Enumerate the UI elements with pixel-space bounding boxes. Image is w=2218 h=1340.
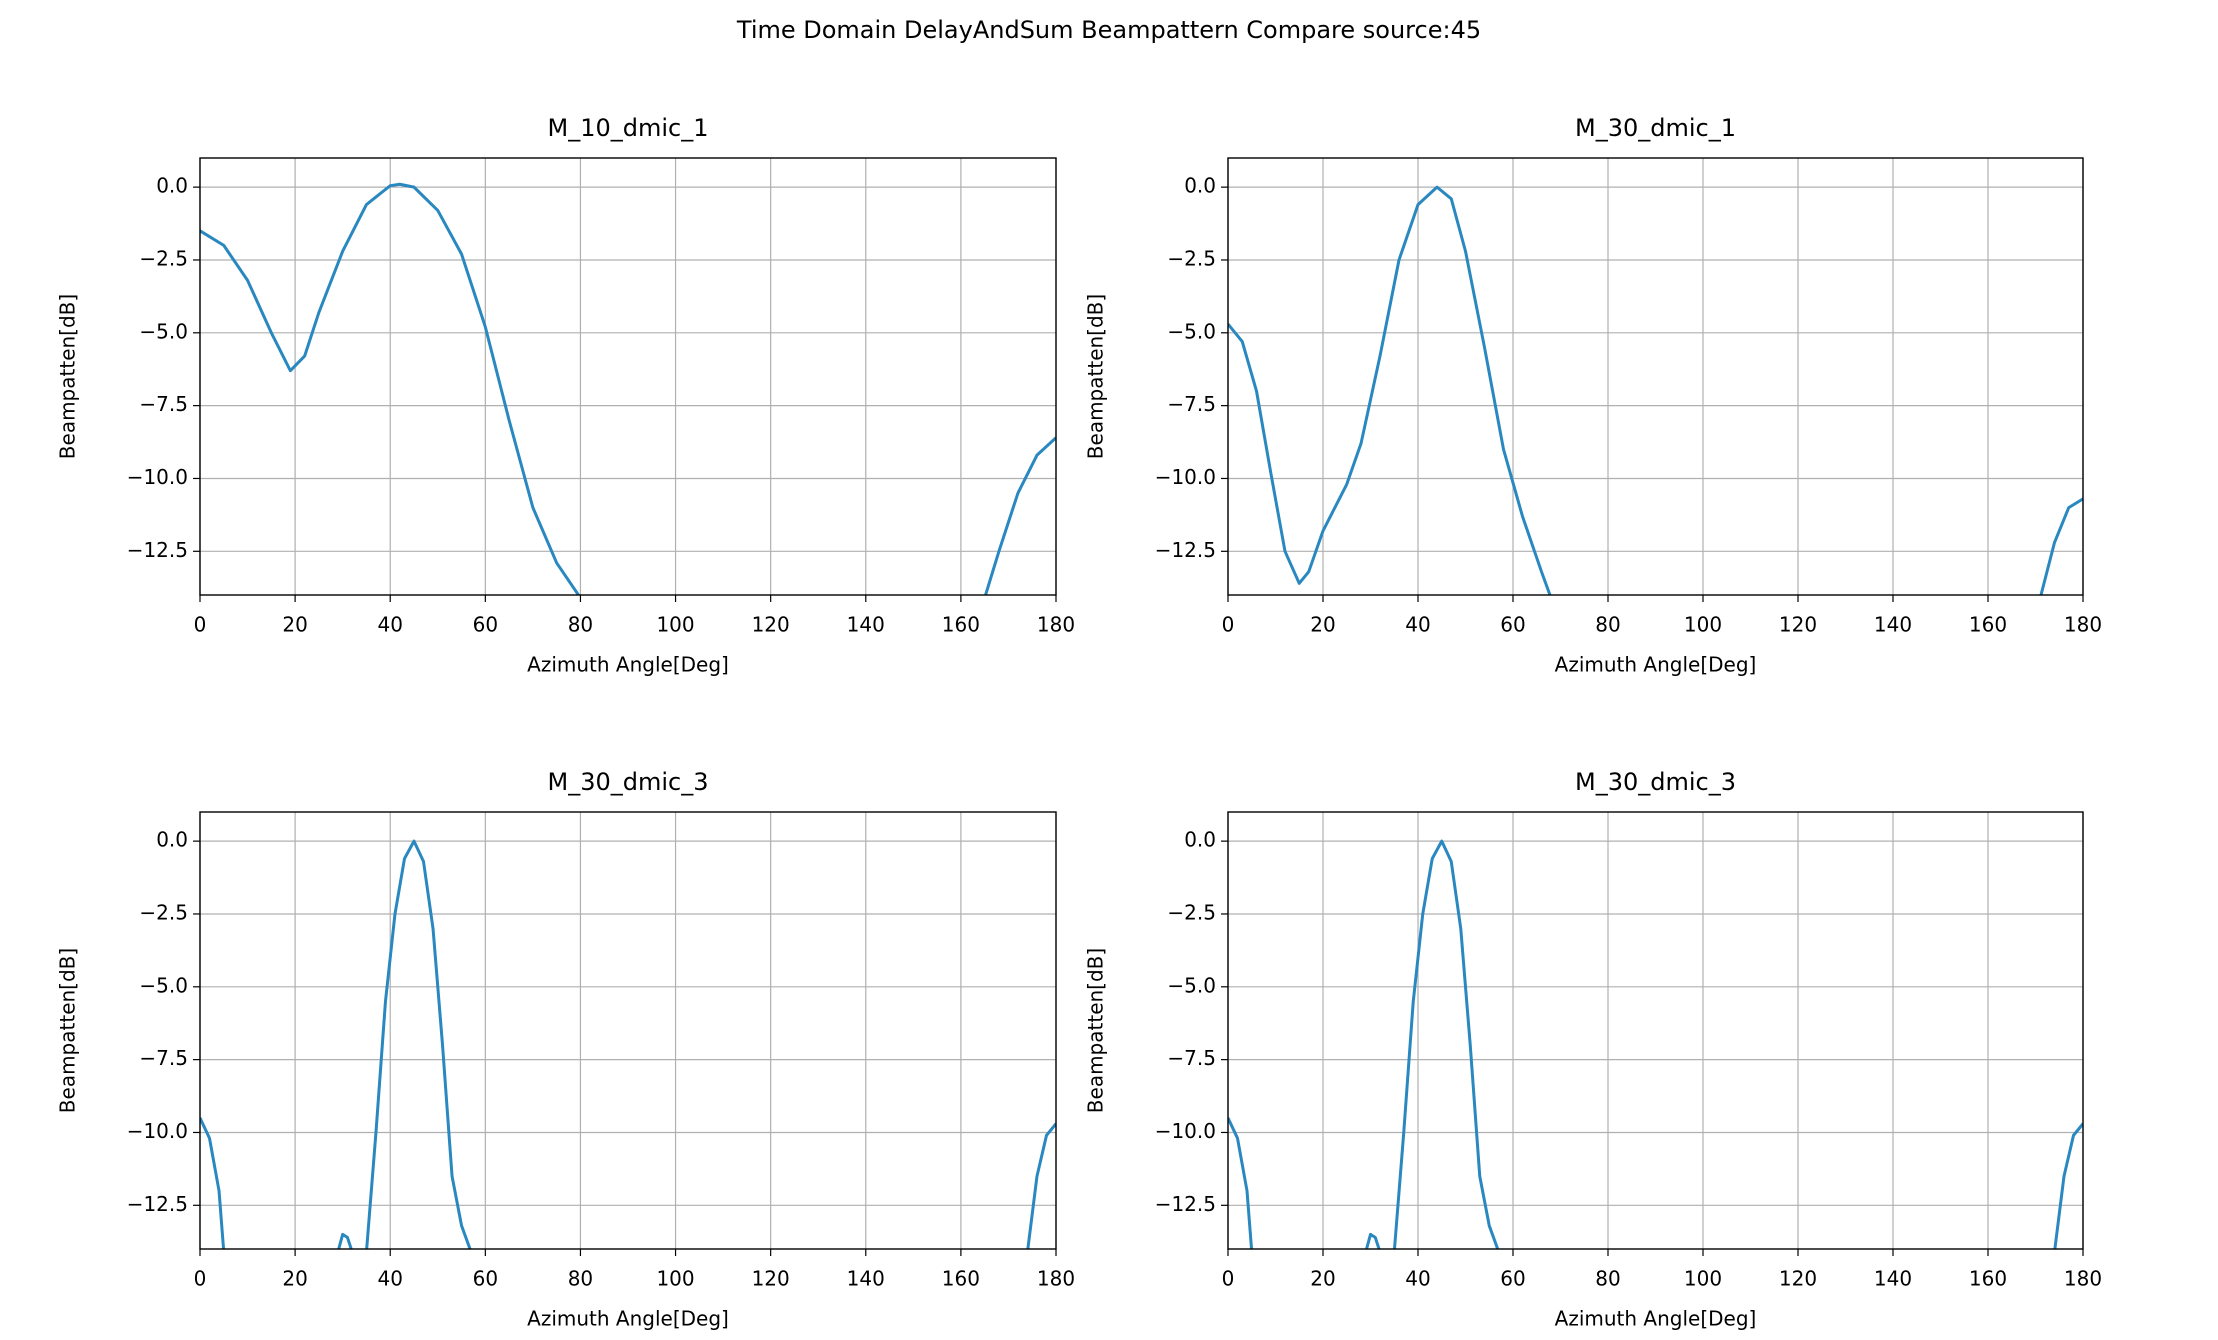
x-tick-label: 80 <box>568 1267 593 1291</box>
y-tick-label: −10.0 <box>127 1119 188 1143</box>
data-line <box>200 182 1056 595</box>
x-tick-label: 0 <box>1222 1267 1235 1291</box>
y-tick-label: −5.0 <box>139 973 188 997</box>
x-tick-label: 180 <box>1037 613 1075 637</box>
y-tick-label: −7.5 <box>1167 392 1216 416</box>
y-tick-label: −2.5 <box>1167 900 1216 924</box>
y-tick-label: −12.5 <box>127 538 188 562</box>
x-tick-label: 100 <box>656 613 694 637</box>
y-tick-label: −5.0 <box>1167 319 1216 343</box>
y-tick-label: −5.0 <box>1167 973 1216 997</box>
x-tick-label: 140 <box>847 613 885 637</box>
x-axis-label: Azimuth Angle[Deg] <box>527 653 729 677</box>
x-tick-label: 180 <box>2064 1267 2102 1291</box>
x-tick-label: 100 <box>656 1267 694 1291</box>
x-axis-label: Azimuth Angle[Deg] <box>527 1307 729 1331</box>
x-tick-label: 40 <box>1405 613 1430 637</box>
data-line <box>1228 839 2083 1249</box>
x-tick-label: 20 <box>282 1267 307 1291</box>
axes-frame <box>1227 157 2084 596</box>
x-tick-label: 40 <box>377 1267 402 1291</box>
y-tick-label: −5.0 <box>139 319 188 343</box>
x-tick-label: 20 <box>1310 1267 1335 1291</box>
chart-title: M_30_dmic_1 <box>1575 114 1736 142</box>
x-tick-label: 0 <box>1222 613 1235 637</box>
x-tick-label: 0 <box>194 613 207 637</box>
x-tick-label: 20 <box>1310 613 1335 637</box>
chart-title: M_10_dmic_1 <box>548 114 709 142</box>
y-tick-label: 0.0 <box>156 174 188 198</box>
y-axis-label: Beampatten[dB] <box>1084 294 1108 459</box>
y-tick-label: 0.0 <box>156 828 188 852</box>
y-tick-label: −7.5 <box>1167 1046 1216 1070</box>
x-tick-label: 140 <box>1874 1267 1912 1291</box>
x-tick-label: 180 <box>2064 613 2102 637</box>
x-tick-label: 100 <box>1684 613 1722 637</box>
y-tick-label: −10.0 <box>1155 465 1216 489</box>
data-line <box>200 839 1056 1249</box>
x-tick-label: 60 <box>473 613 498 637</box>
x-tick-label: 40 <box>377 613 402 637</box>
plot-area <box>200 182 1056 595</box>
plot-area <box>1228 839 2083 1249</box>
x-tick-label: 20 <box>282 613 307 637</box>
y-tick-label: −2.5 <box>1167 246 1216 270</box>
y-tick-label: −7.5 <box>139 1046 188 1070</box>
y-tick-label: −12.5 <box>1155 1192 1216 1216</box>
y-tick-label: −12.5 <box>1155 538 1216 562</box>
x-tick-label: 140 <box>1874 613 1912 637</box>
y-tick-label: 0.0 <box>1184 174 1216 198</box>
x-tick-label: 40 <box>1405 1267 1430 1291</box>
y-tick-label: 0.0 <box>1184 828 1216 852</box>
x-tick-label: 80 <box>1595 1267 1620 1291</box>
y-tick-label: −10.0 <box>1155 1119 1216 1143</box>
y-axis-label: Beampatten[dB] <box>56 948 80 1113</box>
x-axis-label: Azimuth Angle[Deg] <box>1555 653 1757 677</box>
x-tick-label: 160 <box>942 1267 980 1291</box>
y-tick-label: −12.5 <box>127 1192 188 1216</box>
data-line <box>1228 185 2083 595</box>
x-tick-label: 100 <box>1684 1267 1722 1291</box>
plot-area <box>200 839 1056 1249</box>
x-axis-label: Azimuth Angle[Deg] <box>1555 1307 1757 1331</box>
y-axis-label: Beampatten[dB] <box>1084 948 1108 1113</box>
y-axis-label: Beampatten[dB] <box>56 294 80 459</box>
x-tick-label: 120 <box>1779 1267 1817 1291</box>
figure-title: Time Domain DelayAndSum Beampattern Comp… <box>736 16 1481 44</box>
x-tick-label: 120 <box>752 613 790 637</box>
x-tick-label: 80 <box>568 613 593 637</box>
x-tick-label: 180 <box>1037 1267 1075 1291</box>
x-tick-label: 60 <box>1500 1267 1525 1291</box>
x-tick-label: 80 <box>1595 613 1620 637</box>
x-tick-label: 160 <box>942 613 980 637</box>
y-tick-label: −10.0 <box>127 465 188 489</box>
y-tick-label: −2.5 <box>139 900 188 924</box>
x-tick-label: 120 <box>752 1267 790 1291</box>
axes-frame <box>199 811 1057 1250</box>
x-tick-label: 0 <box>194 1267 207 1291</box>
x-tick-label: 160 <box>1969 1267 2007 1291</box>
x-tick-label: 140 <box>847 1267 885 1291</box>
axes-frame <box>199 157 1057 596</box>
x-tick-label: 120 <box>1779 613 1817 637</box>
x-tick-label: 60 <box>1500 613 1525 637</box>
y-tick-label: −7.5 <box>139 392 188 416</box>
x-tick-label: 60 <box>473 1267 498 1291</box>
chart-title: M_30_dmic_3 <box>1575 768 1736 796</box>
plot-area <box>1228 185 2083 595</box>
chart-title: M_30_dmic_3 <box>548 768 709 796</box>
axes-frame <box>1227 811 2084 1250</box>
x-tick-label: 160 <box>1969 613 2007 637</box>
y-tick-label: −2.5 <box>139 246 188 270</box>
